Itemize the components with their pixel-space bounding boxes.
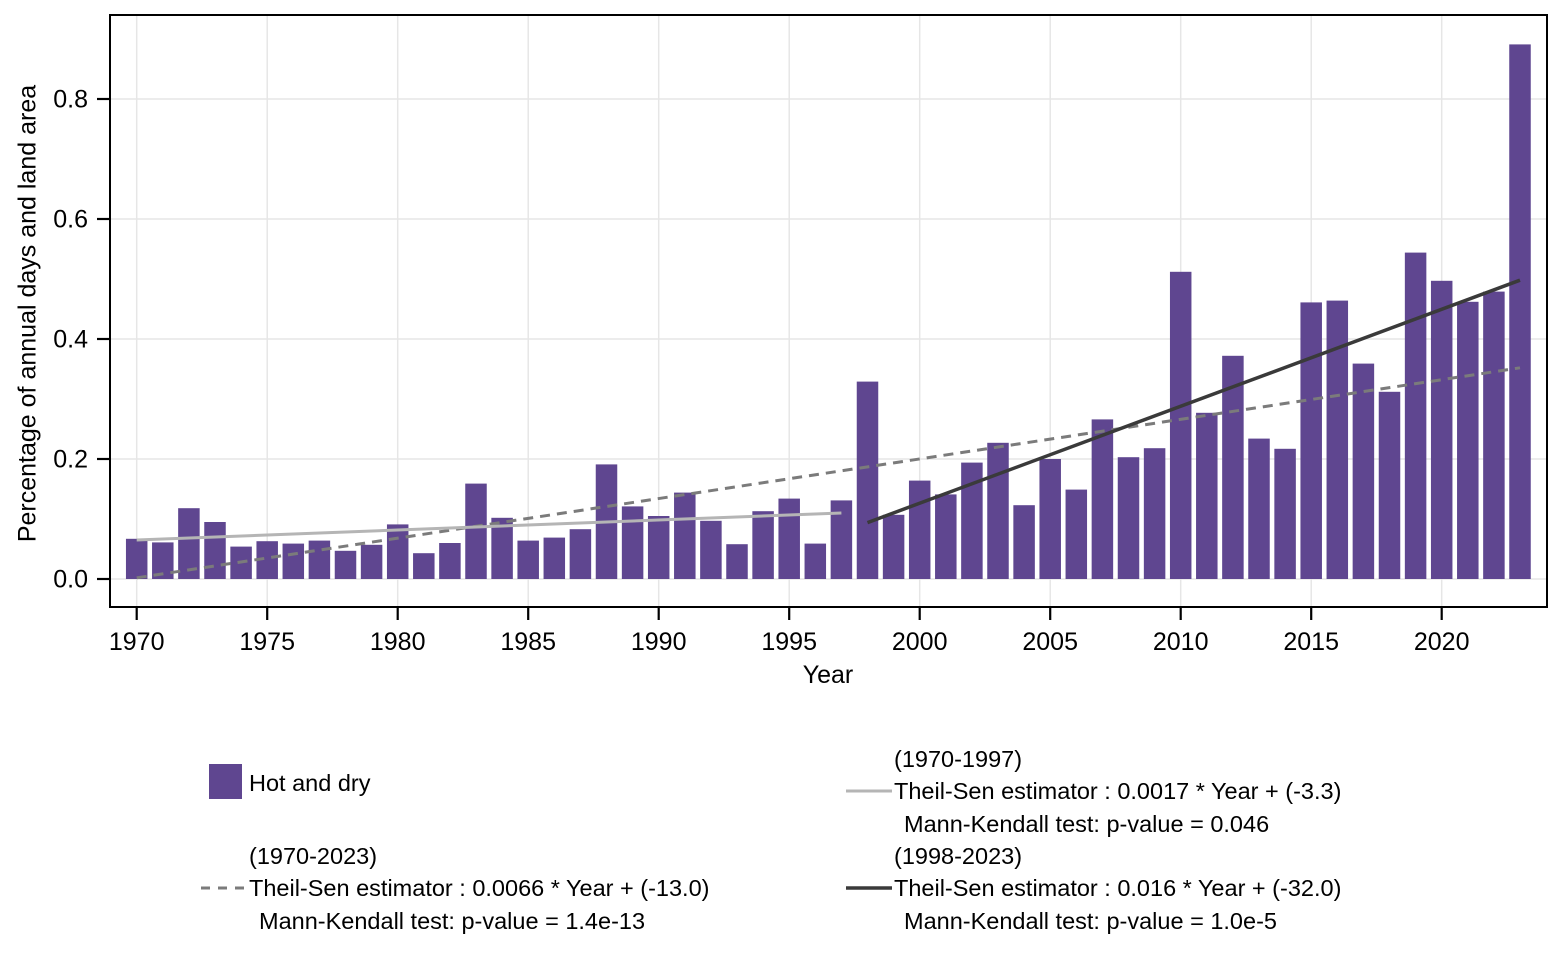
bar-2005 [1039, 459, 1061, 579]
trend-line-theil-sen-1998-2023 [866, 278, 1521, 525]
y-tick-label: 0.2 [53, 446, 88, 474]
legend-range-1970-2023: (1970-2023) [249, 843, 378, 869]
bar-1987 [569, 529, 592, 579]
legend-solid-dark-line-icon [846, 886, 892, 890]
trend-line-theil-sen-1970-2023 [136, 366, 1521, 580]
bar-2008 [1117, 457, 1140, 579]
legend-swatch-hot-and-dry [209, 764, 242, 799]
bar-1970 [125, 538, 148, 579]
bar-2017 [1352, 363, 1375, 579]
bar-2015 [1300, 302, 1322, 579]
legend-entry-1970-1997: (1970-1997) Theil-Sen estimator : 0.0017… [894, 743, 1341, 840]
legend-label-hot-and-dry: Hot and dry [249, 770, 371, 796]
bar-1990 [647, 516, 670, 579]
bar-1982 [439, 543, 461, 579]
legend-equation-1998-2023: Theil-Sen estimator : 0.016 * Year + (-3… [894, 875, 1342, 902]
bar-1995 [778, 498, 800, 579]
legend-pvalue-1970-2023: Mann-Kendall test: p-value = 1.4e-13 [259, 907, 646, 934]
y-tick-label: 0.4 [53, 326, 88, 354]
x-tick-label: 1990 [631, 628, 687, 656]
bar-2014 [1274, 448, 1296, 579]
legend-solid-light-line-icon [846, 789, 892, 793]
legend-entry-1998-2023: (1998-2023) Theil-Sen estimator : 0.016 … [894, 840, 1341, 937]
legend-equation-1970-2023: Theil-Sen estimator : 0.0066 * Year + (-… [249, 875, 710, 902]
legend-range-1998-2023: (1998-2023) [894, 843, 1023, 869]
bar-1972 [178, 508, 200, 579]
bar-1996 [804, 543, 827, 579]
legend-dashed-line-icon [201, 886, 247, 890]
bar-2001 [935, 494, 957, 579]
bar-2013 [1248, 438, 1270, 579]
bar-1991 [674, 492, 696, 579]
bar-1984 [491, 517, 513, 579]
bar-1976 [282, 543, 305, 579]
bar-2021 [1457, 301, 1479, 579]
legend-equation-1970-1997: Theil-Sen estimator : 0.0017 * Year + (-… [894, 778, 1342, 805]
bar-1975 [256, 541, 278, 579]
y-tick-label: 0.6 [53, 206, 88, 234]
bar-1985 [517, 540, 539, 579]
bar-1981 [413, 553, 435, 579]
bar-2002 [961, 462, 983, 579]
bar-2018 [1378, 391, 1401, 579]
bar-1994 [752, 511, 774, 579]
legend-pvalue-1998-2023: Mann-Kendall test: p-value = 1.0e-5 [904, 907, 1277, 934]
x-axis-title: Year [802, 661, 854, 689]
bar-2011 [1196, 412, 1218, 579]
trend-line-theil-sen-1970-1997 [136, 511, 842, 542]
y-tick-label: 0.8 [53, 86, 88, 114]
bar-1998 [856, 381, 879, 579]
bar-2020 [1430, 280, 1453, 579]
x-tick-label: 1970 [109, 628, 165, 656]
x-tick-label: 2010 [1153, 628, 1209, 656]
x-tick-label: 1975 [239, 628, 295, 656]
x-tick-label: 1980 [370, 628, 426, 656]
bar-1979 [360, 544, 383, 579]
legend-pvalue-1970-1997: Mann-Kendall test: p-value = 0.046 [904, 810, 1270, 837]
bar-1971 [152, 542, 174, 579]
bar-2009 [1143, 448, 1166, 579]
x-tick-label: 1995 [761, 628, 817, 656]
bar-2016 [1326, 300, 1349, 579]
bar-1986 [543, 537, 566, 579]
bar-1983 [465, 483, 487, 579]
x-tick-label: 2015 [1283, 628, 1339, 656]
bar-1989 [621, 506, 644, 579]
x-tick-label: 2005 [1022, 628, 1078, 656]
legend-entry-1970-2023: (1970-2023) Theil-Sen estimator : 0.0066… [249, 840, 709, 937]
plot-frame [109, 14, 1548, 608]
bar-1978 [334, 550, 357, 579]
x-tick-label: 2000 [892, 628, 948, 656]
legend-range-1970-1997: (1970-1997) [894, 746, 1023, 772]
x-tick-label: 2020 [1414, 628, 1470, 656]
x-tick-label: 1985 [500, 628, 556, 656]
bar-2022 [1483, 291, 1505, 579]
bar-1992 [700, 520, 722, 579]
bar-2010 [1169, 271, 1192, 579]
bar-1999 [882, 514, 905, 579]
bar-2019 [1404, 252, 1427, 579]
bar-2004 [1013, 505, 1035, 579]
bar-2006 [1065, 489, 1088, 579]
bar-1997 [830, 500, 853, 579]
y-tick-label: 0.0 [53, 566, 88, 594]
bar-2007 [1091, 419, 1114, 579]
bar-2023 [1509, 44, 1531, 579]
bar-1993 [726, 544, 748, 579]
